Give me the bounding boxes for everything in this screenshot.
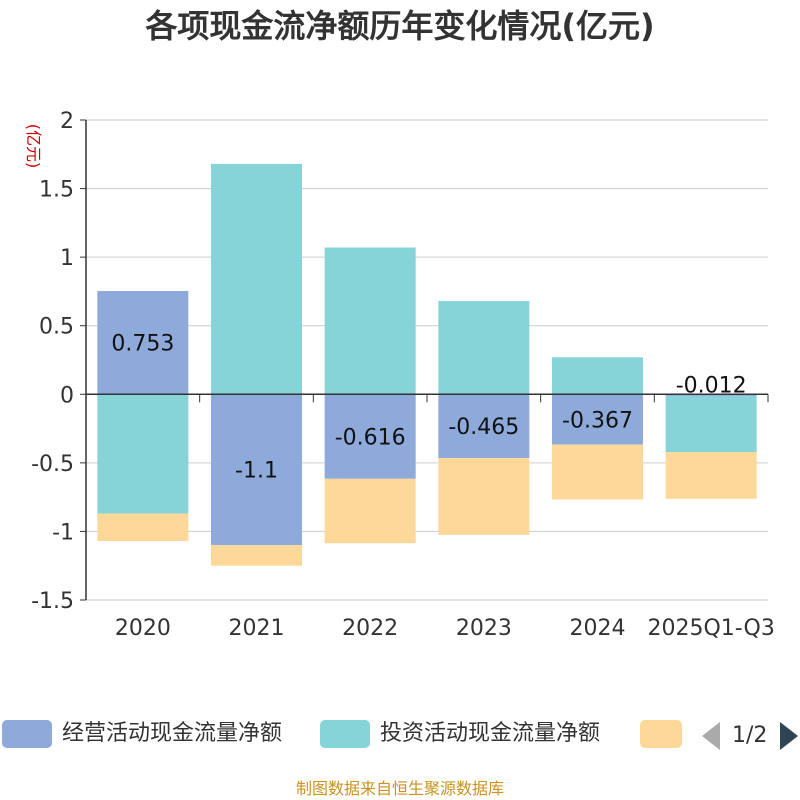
bar-2020-series-2[interactable] (97, 513, 189, 542)
data-label: -0.367 (562, 408, 633, 433)
data-label: -0.465 (448, 415, 519, 440)
bar-2024-series-1[interactable] (552, 357, 643, 395)
y-tick-label: -1 (52, 520, 74, 545)
y-tick-label: -0.5 (31, 452, 74, 477)
legend-item-financing[interactable] (640, 718, 684, 748)
y-tick-label: 0.5 (39, 315, 74, 340)
legend-pager: 1/2 (700, 720, 800, 752)
legend-prev-page-icon[interactable] (702, 722, 720, 750)
bar-2020-series-0[interactable] (97, 291, 189, 395)
bar-2023-series-2[interactable] (438, 458, 530, 535)
data-source-note: 制图数据来自恒生聚源数据库 (295, 779, 504, 798)
legend-label-investing: 投资活动现金流量净额 (380, 721, 601, 746)
legend-swatch-operating (2, 720, 52, 748)
y-tick-label: 1.5 (39, 178, 74, 203)
x-tick-label: 2021 (229, 616, 285, 641)
y-tick-label: 2 (60, 109, 74, 134)
y-tick-label: 0 (60, 383, 74, 408)
bar-2024-series-2[interactable] (552, 444, 643, 500)
bar-2020-series-1[interactable] (97, 394, 189, 514)
y-axis-label: (亿元) (24, 124, 43, 169)
bar-2021-series-2[interactable] (211, 545, 302, 566)
bar-2024-series-0[interactable] (552, 394, 643, 445)
x-tick-label: 2024 (570, 616, 626, 641)
legend-page-indicator: 1/2 (732, 723, 768, 748)
data-label: -1.1 (235, 459, 278, 484)
legend-swatch-financing (640, 720, 682, 748)
chart-title: 各项现金流净额历年变化情况(亿元) (145, 7, 655, 45)
x-tick-label: 2022 (342, 616, 398, 641)
x-tick-label: 2020 (115, 616, 171, 641)
bar-2022-series-0[interactable] (324, 394, 416, 479)
data-label: -0.012 (676, 373, 747, 398)
bar-2023-series-1[interactable] (438, 301, 530, 395)
y-tick-label: 1 (60, 246, 74, 271)
bar-2021-series-0[interactable] (211, 394, 302, 546)
bar-2025Q1-Q3-series-1[interactable] (665, 395, 757, 453)
legend-item-investing[interactable]: 投资活动现金流量净额 (320, 718, 625, 748)
bar-2022-series-2[interactable] (324, 478, 416, 544)
legend-item-operating[interactable]: 经营活动现金流量净额 (2, 718, 302, 748)
bar-2025Q1-Q3-series-0[interactable] (665, 394, 757, 396)
y-tick-label: -1.5 (31, 589, 74, 614)
data-label: -0.616 (335, 426, 406, 451)
legend-label-operating: 经营活动现金流量净额 (62, 721, 283, 746)
x-tick-label: 2025Q1-Q3 (647, 616, 774, 641)
data-label: 0.753 (111, 332, 174, 357)
bar-2021-series-1[interactable] (211, 163, 302, 395)
bar-2023-series-0[interactable] (438, 394, 530, 459)
bar-2025Q1-Q3-series-2[interactable] (665, 452, 757, 499)
legend: 经营活动现金流量净额 投资活动现金流量净额 1/2 (0, 712, 800, 756)
x-tick-label: 2023 (456, 616, 512, 641)
legend-next-page-icon[interactable] (780, 722, 798, 750)
legend-swatch-investing (320, 720, 370, 748)
bar-2022-series-1[interactable] (324, 247, 416, 395)
